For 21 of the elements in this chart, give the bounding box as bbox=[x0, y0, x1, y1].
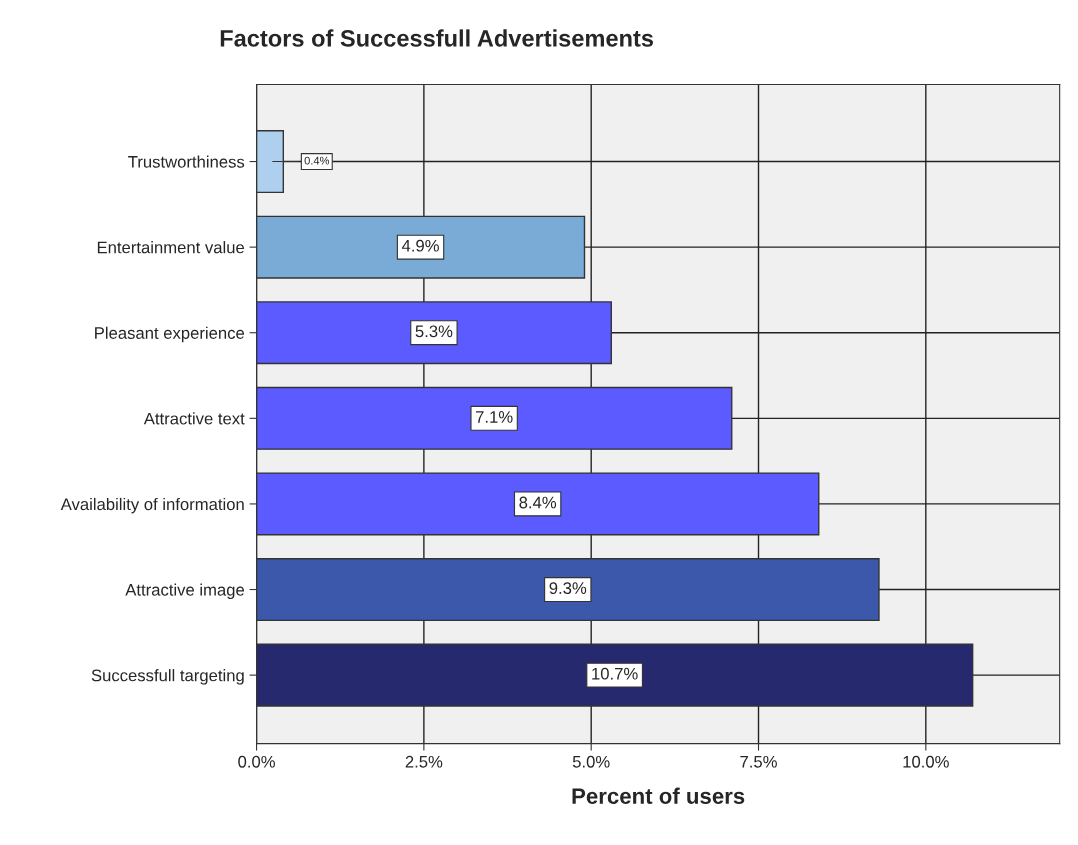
y-tick-label: Trustworthiness bbox=[128, 155, 245, 168]
y-tick-label: Pleasant experience bbox=[95, 326, 245, 343]
x-tick-label: 10.0% bbox=[903, 755, 949, 768]
data-label: 8.4% bbox=[519, 496, 557, 509]
data-label: 4.9% bbox=[401, 239, 439, 252]
x-axis-title: Percent of users bbox=[572, 787, 745, 804]
y-tick-label: Attractive text bbox=[143, 412, 245, 425]
y-tick-label: Entertainment value bbox=[97, 241, 245, 254]
x-tick-label: 7.5% bbox=[740, 755, 777, 768]
data-label: 7.1% bbox=[476, 411, 513, 423]
y-tick-label: Availability of information bbox=[60, 497, 244, 514]
y-tick-label: Successfull targeting bbox=[91, 669, 244, 685]
chart-title: Factors of Successfull Advertisements bbox=[220, 29, 654, 47]
x-tick-label: 5.0% bbox=[572, 755, 610, 768]
data-label: 0.4% bbox=[304, 156, 330, 165]
data-label: 5.3% bbox=[415, 325, 453, 338]
data-label: 9.3% bbox=[549, 582, 587, 594]
x-tick-label: 0.0% bbox=[238, 755, 275, 768]
y-tick-label: Attractive image bbox=[125, 583, 245, 600]
data-label: 10.7% bbox=[592, 667, 638, 680]
x-tick-label: 2.5% bbox=[405, 755, 443, 768]
